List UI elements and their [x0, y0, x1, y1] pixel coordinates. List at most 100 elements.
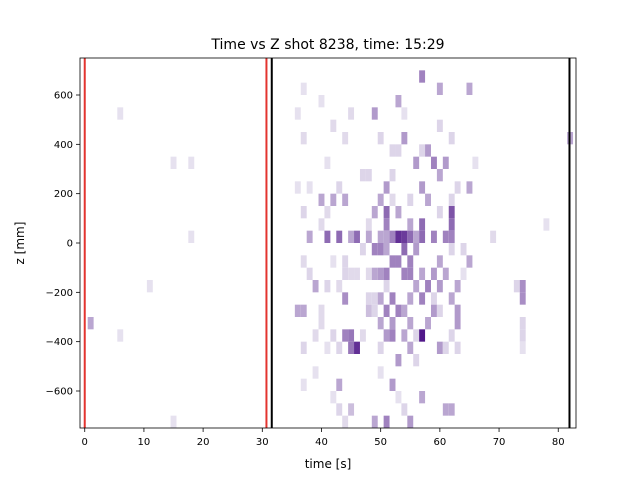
heatmap-cell	[389, 378, 396, 391]
heatmap-cell	[419, 292, 426, 305]
heatmap-cell	[460, 243, 467, 256]
heatmap-cell	[312, 329, 319, 342]
heatmap-cell	[436, 119, 443, 132]
heatmap-cell	[342, 132, 349, 145]
heatmap-cell	[324, 230, 331, 243]
heatmap-cell	[188, 156, 195, 169]
heatmap-cell	[300, 304, 307, 317]
heatmap-cell	[490, 230, 497, 243]
heatmap-cell	[395, 354, 402, 367]
heatmap-cell	[117, 107, 124, 120]
heatmap-cell	[300, 255, 307, 268]
heatmap-cell	[383, 181, 390, 194]
heatmap-cell	[383, 218, 390, 231]
heatmap-cell	[448, 206, 455, 219]
heatmap-cell	[407, 292, 414, 305]
heatmap-cell	[377, 341, 384, 354]
heatmap-cell	[371, 243, 378, 256]
heatmap-cell	[348, 329, 355, 342]
heatmap-cell	[306, 181, 313, 194]
heatmap-cell	[442, 403, 449, 416]
heatmap-cell	[365, 230, 372, 243]
heatmap-cell	[442, 341, 449, 354]
y-tick-label: 0	[67, 239, 73, 250]
heatmap-cell	[407, 230, 414, 243]
heatmap-cell	[436, 304, 443, 317]
heatmap-cell	[377, 193, 384, 206]
heatmap-cell	[383, 280, 390, 293]
heatmap-cell	[519, 317, 526, 330]
heatmap-cell	[419, 329, 426, 342]
x-tick-label: 10	[138, 437, 151, 448]
heatmap-cell	[436, 169, 443, 182]
heatmap-cell	[383, 329, 390, 342]
heatmap-cell	[377, 230, 384, 243]
heatmap-cell	[442, 267, 449, 280]
heatmap-cell	[336, 341, 343, 354]
heatmap-cell	[407, 267, 414, 280]
heatmap-cell	[436, 82, 443, 95]
heatmap-cell	[300, 206, 307, 219]
heatmap-cell	[365, 292, 372, 305]
heatmap-cell	[395, 206, 402, 219]
heatmap-cell	[318, 304, 325, 317]
heatmap-cell	[407, 218, 414, 231]
chart-title: Time vs Z shot 8238, time: 15:29	[210, 37, 444, 53]
heatmap-cell	[336, 378, 343, 391]
heatmap-cell	[342, 329, 349, 342]
heatmap-cell	[371, 292, 378, 305]
heatmap-cell	[419, 391, 426, 404]
heatmap-cell	[448, 403, 455, 416]
heatmap-cell	[519, 292, 526, 305]
heatmap-cell	[371, 206, 378, 219]
heatmap-cell	[359, 169, 366, 182]
heatmap-cell	[354, 230, 360, 243]
heatmap-cell	[413, 354, 420, 367]
heatmap-cell	[430, 292, 437, 305]
heatmap-cell	[466, 255, 473, 268]
heatmap-cell	[401, 329, 408, 342]
heatmap-cell	[430, 304, 437, 317]
heatmap-cell	[188, 230, 195, 243]
heatmap-cell	[348, 403, 355, 416]
heatmap-cells	[87, 70, 574, 428]
heatmap-cell	[413, 156, 420, 169]
heatmap-cell	[377, 243, 384, 256]
heatmap-cell	[448, 292, 455, 305]
heatmap-cell	[519, 329, 526, 342]
y-tick-label: 400	[54, 140, 73, 151]
heatmap-cell	[448, 193, 455, 206]
heatmap-cell	[117, 329, 124, 342]
heatmap-cell	[336, 181, 343, 194]
heatmap-cell	[342, 292, 349, 305]
heatmap-cell	[170, 156, 177, 169]
heatmap-cell	[348, 107, 355, 120]
heatmap-cell	[442, 156, 449, 169]
heatmap-cell	[294, 107, 301, 120]
heatmap-cell	[365, 169, 372, 182]
heatmap-cell	[401, 304, 408, 317]
heatmap-cell	[448, 132, 455, 145]
heatmap-cell	[436, 255, 443, 268]
heatmap-cell	[348, 230, 355, 243]
heatmap-cell	[330, 255, 337, 268]
heatmap-cell	[359, 329, 366, 342]
heatmap-cell	[430, 156, 437, 169]
heatmap-cell	[371, 267, 378, 280]
heatmap-cell	[312, 280, 319, 293]
heatmap-cell	[365, 267, 372, 280]
heatmap-cell	[300, 378, 307, 391]
heatmap-cell	[324, 341, 331, 354]
heatmap-cell	[419, 267, 426, 280]
heatmap-cell	[294, 181, 301, 194]
heatmap-cell	[430, 267, 437, 280]
heatmap-cell	[336, 230, 343, 243]
heatmap-cell	[425, 144, 431, 157]
heatmap-cell	[318, 193, 325, 206]
heatmap-cell	[448, 230, 455, 243]
heatmap-cell	[395, 230, 402, 243]
y-tick-label: 200	[54, 189, 73, 200]
heatmap-cell	[383, 230, 390, 243]
heatmap-cell	[365, 304, 372, 317]
